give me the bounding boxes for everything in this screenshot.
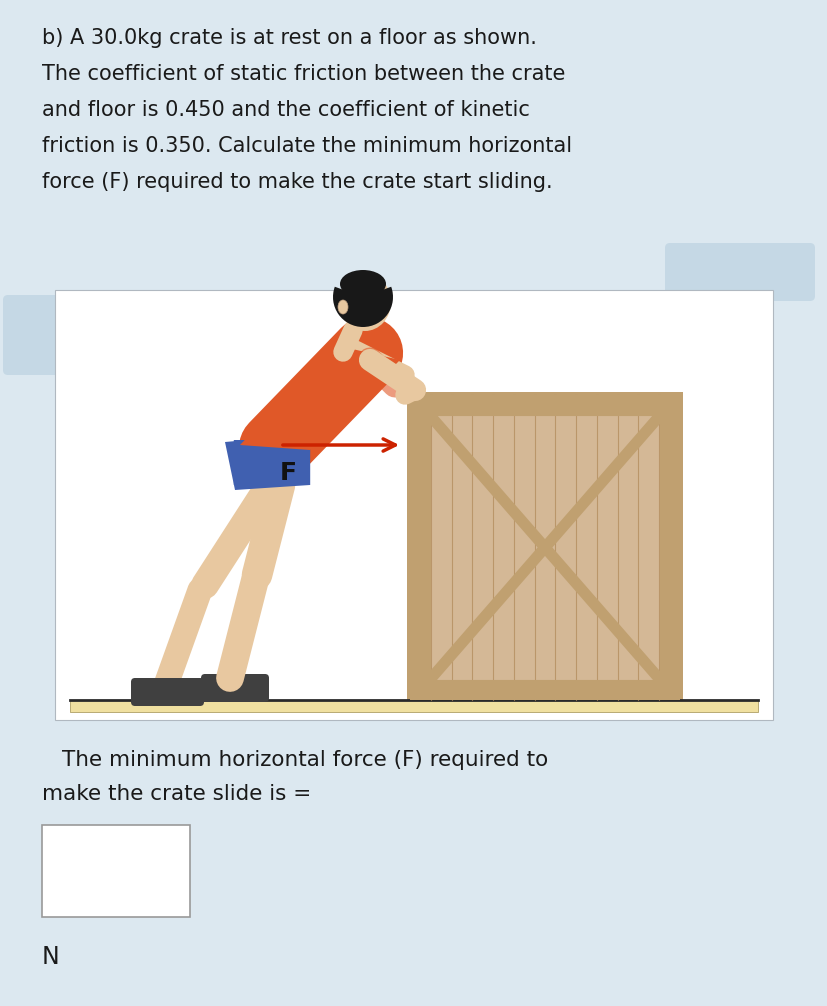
- Bar: [55, 290, 772, 720]
- Bar: [409, 685, 679, 700]
- Bar: [409, 395, 424, 700]
- Bar: [407, 392, 682, 700]
- Circle shape: [193, 573, 217, 597]
- Bar: [409, 395, 679, 700]
- Wedge shape: [332, 287, 393, 327]
- Bar: [664, 395, 679, 700]
- Text: make the crate slide is =: make the crate slide is =: [42, 784, 311, 804]
- Bar: [424, 410, 664, 685]
- Ellipse shape: [340, 270, 385, 298]
- Circle shape: [242, 561, 270, 589]
- FancyBboxPatch shape: [3, 295, 213, 375]
- FancyBboxPatch shape: [201, 674, 269, 702]
- Text: N: N: [42, 945, 60, 969]
- Text: The coefficient of static friction between the crate: The coefficient of static friction betwe…: [42, 64, 565, 83]
- Bar: [70, 700, 757, 712]
- Bar: [42, 825, 189, 917]
- Ellipse shape: [337, 300, 347, 314]
- Text: b) A 30.0kg crate is at rest on a floor as shown.: b) A 30.0kg crate is at rest on a floor …: [42, 28, 536, 48]
- FancyBboxPatch shape: [131, 678, 203, 706]
- Ellipse shape: [338, 273, 390, 331]
- Text: force (F) required to make the crate start sliding.: force (F) required to make the crate sta…: [42, 172, 552, 192]
- Text: friction is 0.350. Calculate the minimum horizontal: friction is 0.350. Calculate the minimum…: [42, 136, 571, 156]
- Polygon shape: [225, 435, 309, 490]
- Text: F: F: [280, 461, 297, 485]
- Polygon shape: [240, 345, 399, 450]
- FancyBboxPatch shape: [664, 243, 814, 301]
- Text: and floor is 0.450 and the coefficient of kinetic: and floor is 0.450 and the coefficient o…: [42, 100, 529, 120]
- Text: The minimum horizontal force (F) required to: The minimum horizontal force (F) require…: [62, 750, 547, 770]
- Bar: [409, 395, 679, 410]
